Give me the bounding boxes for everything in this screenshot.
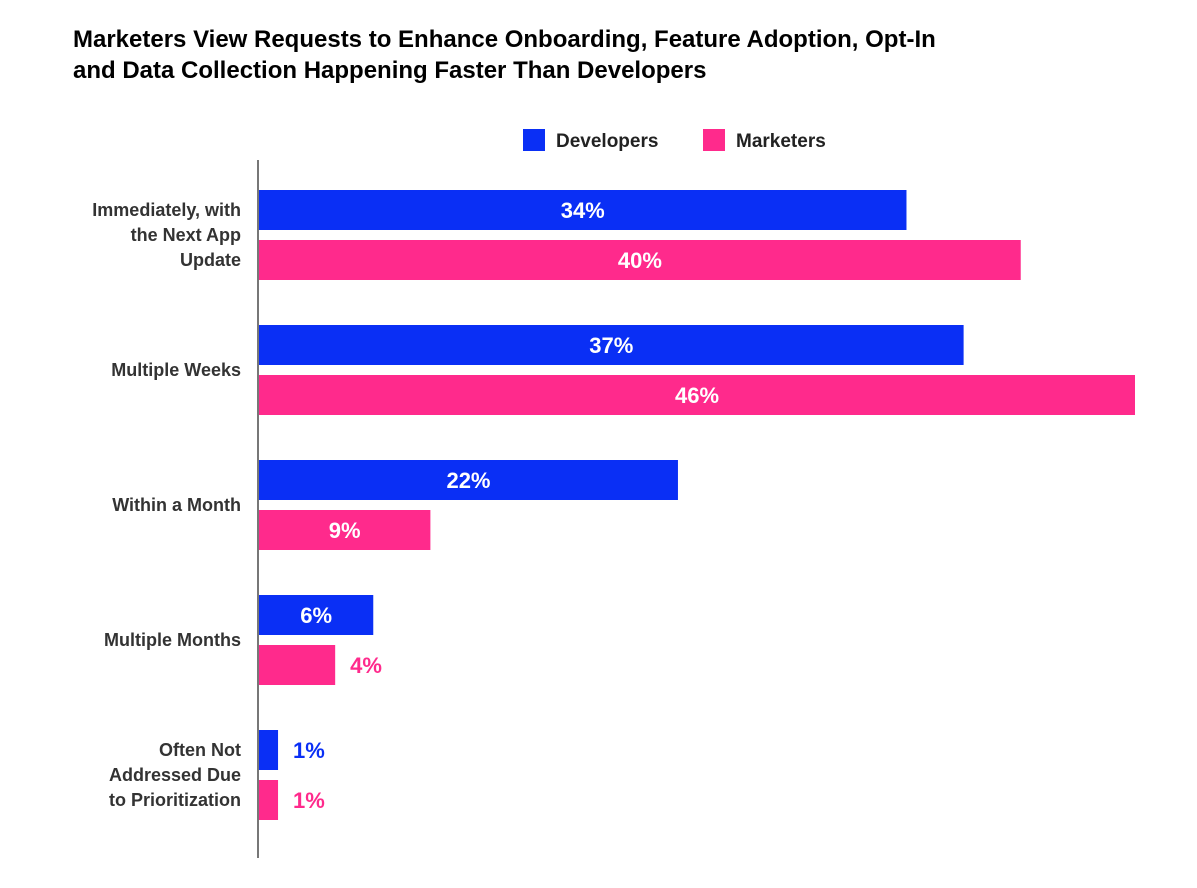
bar-marketers: [259, 645, 336, 685]
chart-title-line: Marketers View Requests to Enhance Onboa…: [73, 26, 936, 53]
chart-title: Marketers View Requests to Enhance Onboa…: [73, 26, 936, 84]
data-label-marketers: 40%: [618, 248, 662, 273]
bar-developers: [259, 190, 907, 230]
legend-label-developers: Developers: [556, 131, 658, 152]
category-label: the Next App: [131, 225, 241, 245]
data-label-marketers: 4%: [350, 653, 382, 678]
data-label-developers: 22%: [446, 468, 490, 493]
data-label-marketers: 9%: [329, 518, 361, 543]
bar-developers: [259, 595, 374, 635]
bar-marketers: [259, 375, 1135, 415]
category-label: to Prioritization: [109, 790, 241, 810]
legend-label-marketers: Marketers: [736, 131, 826, 152]
data-label-developers: 6%: [300, 603, 332, 628]
chart-title-line: and Data Collection Happening Faster Tha…: [73, 57, 706, 84]
bar-developers: [259, 460, 678, 500]
bar-marketers: [259, 240, 1021, 280]
data-label-marketers: 46%: [675, 383, 719, 408]
category-labels: Immediately, with the Next App Update Multi…: [92, 200, 241, 810]
legend: Developers Marketers: [523, 129, 826, 152]
category-label: Within a Month: [112, 495, 241, 515]
bar-developers: [259, 730, 279, 770]
data-label-marketers: 1%: [293, 788, 325, 813]
bar-marketers: [259, 510, 431, 550]
category-label: Addressed Due: [109, 765, 241, 785]
bar-marketers: [259, 780, 279, 820]
category-label: Update: [180, 250, 241, 270]
bar-developers: [259, 325, 964, 365]
data-label-developers: 37%: [589, 333, 633, 358]
legend-swatch-marketers: [703, 129, 725, 151]
category-label: Multiple Months: [104, 630, 241, 650]
bars: [259, 190, 1135, 820]
category-label: Multiple Weeks: [111, 360, 241, 380]
data-label-developers: 34%: [561, 198, 605, 223]
category-label: Often Not: [159, 740, 241, 760]
data-label-developers: 1%: [293, 738, 325, 763]
data-labels: 34% 40% 37% 46% 22% 9% 6% 4% 1% 1%: [293, 198, 719, 813]
legend-swatch-developers: [523, 129, 545, 151]
category-label: Immediately, with: [92, 200, 241, 220]
